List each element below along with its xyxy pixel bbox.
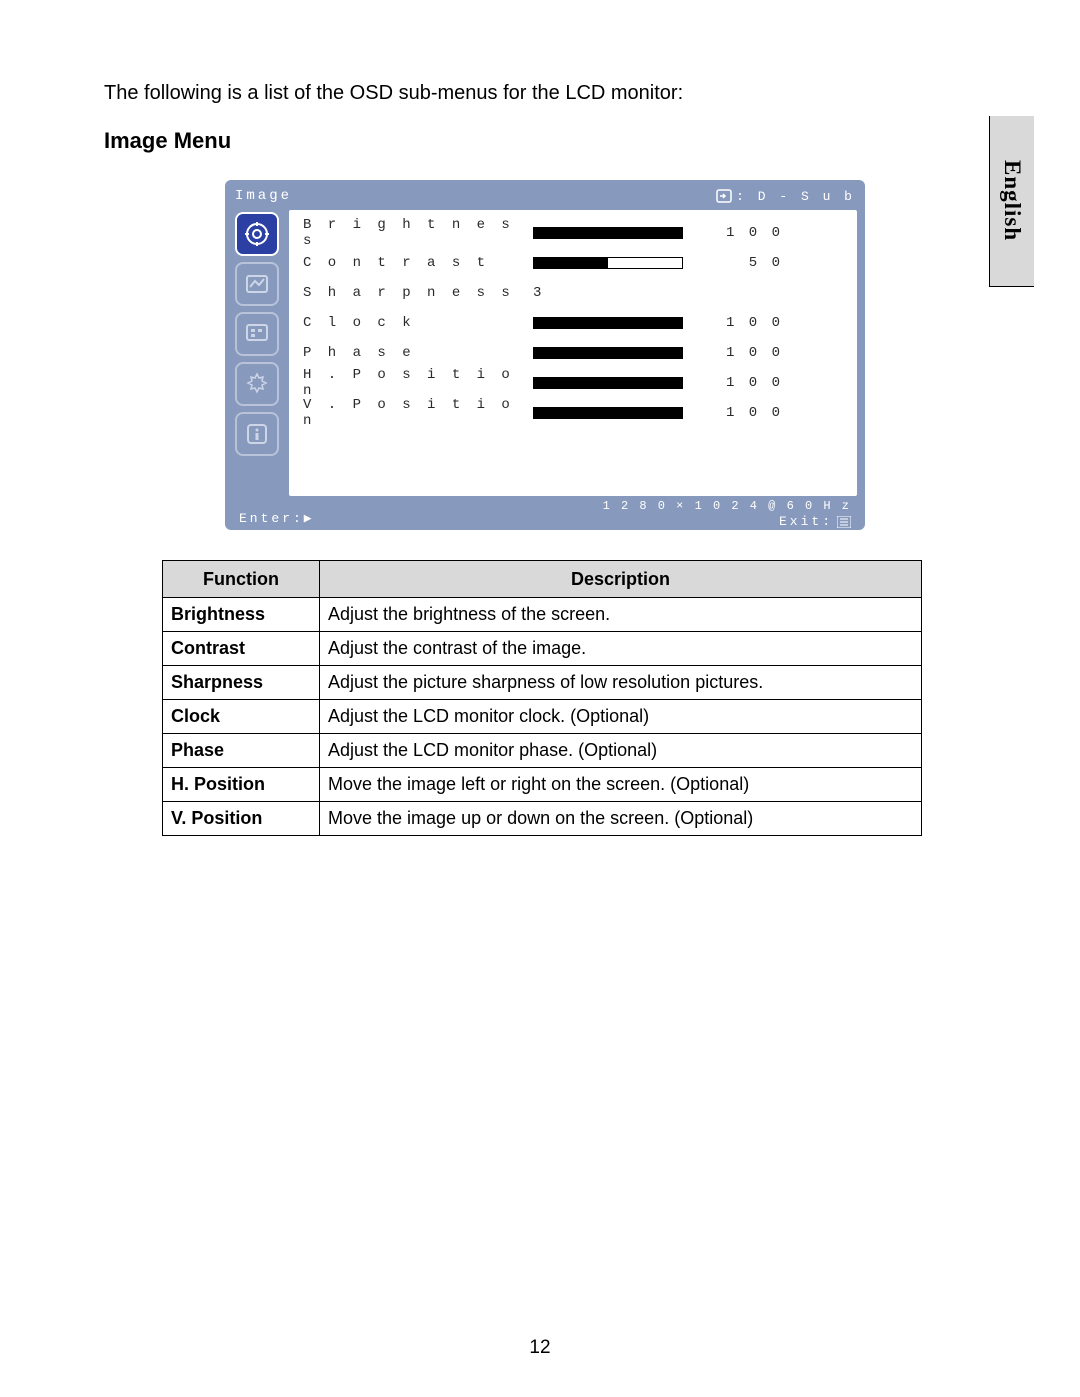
- osd-row: C o n t r a s t 5 0: [303, 248, 843, 278]
- osd-bar: [533, 377, 723, 389]
- osd-input-label: : D - S u b: [736, 189, 855, 204]
- intro-text: The following is a list of the OSD sub-m…: [104, 82, 683, 105]
- osd-row-label: B r i g h t n e s s: [303, 217, 533, 249]
- header-description: Description: [320, 561, 922, 598]
- cell-function: Brightness: [163, 598, 320, 632]
- osd-bar: [533, 317, 723, 329]
- osd-title: Image: [235, 188, 292, 204]
- header-function: Function: [163, 561, 320, 598]
- cell-function: Sharpness: [163, 666, 320, 700]
- table-row: PhaseAdjust the LCD monitor phase. (Opti…: [163, 734, 922, 768]
- color-icon: [235, 262, 279, 306]
- section-heading: Image Menu: [104, 128, 231, 154]
- cell-function: Contrast: [163, 632, 320, 666]
- osd-footer: 1 2 8 0 × 1 0 2 4 @ 6 0 H z Enter:▶ Exit…: [225, 498, 865, 530]
- osd-row-label: V . P o s i t i o n: [303, 397, 533, 429]
- osd-panel: B r i g h t n e s s 1 0 0 C o n t r a s t 5…: [289, 210, 857, 496]
- osd-row: V . P o s i t i o n 1 0 0: [303, 398, 843, 428]
- osd-bar: [533, 347, 723, 359]
- osd-row-label: P h a s e: [303, 345, 533, 361]
- image-icon: [235, 212, 279, 256]
- osd-titlebar: Image : D - S u b: [225, 180, 865, 208]
- osd-row-value: 1 0 0: [723, 375, 783, 391]
- cell-description: Move the image up or down on the screen.…: [320, 802, 922, 836]
- osd-resolution: 1 2 8 0 × 1 0 2 4 @ 6 0 H z: [603, 499, 851, 513]
- osd-exit-label: Exit:: [779, 514, 833, 529]
- cell-description: Adjust the brightness of the screen.: [320, 598, 922, 632]
- table-header-row: Function Description: [163, 561, 922, 598]
- cell-function: Phase: [163, 734, 320, 768]
- cell-description: Adjust the LCD monitor clock. (Optional): [320, 700, 922, 734]
- osd-row: C l o c k 1 0 0: [303, 308, 843, 338]
- osd-exit-hint: Exit:: [779, 514, 851, 529]
- osd-row-value: 1 0 0: [723, 345, 783, 361]
- table-row: V. PositionMove the image up or down on …: [163, 802, 922, 836]
- osd-enter-hint: Enter:▶: [239, 511, 315, 526]
- settings-icon: [235, 362, 279, 406]
- osd-sidebar: [225, 208, 289, 498]
- display-icon: [235, 312, 279, 356]
- osd-row: S h a r p n e s s3: [303, 278, 843, 308]
- language-label: English: [999, 160, 1025, 241]
- cell-description: Adjust the picture sharpness of low reso…: [320, 666, 922, 700]
- osd-bar: [533, 227, 723, 239]
- language-tab: English: [989, 116, 1034, 287]
- table-row: ClockAdjust the LCD monitor clock. (Opti…: [163, 700, 922, 734]
- osd-row: B r i g h t n e s s 1 0 0: [303, 218, 843, 248]
- menu-icon: [837, 516, 851, 528]
- table-row: H. PositionMove the image left or right …: [163, 768, 922, 802]
- osd-row-value: 1 0 0: [723, 405, 783, 421]
- input-icon: [716, 189, 732, 203]
- osd-row: H . P o s i t i o n 1 0 0: [303, 368, 843, 398]
- cell-description: Move the image left or right on the scre…: [320, 768, 922, 802]
- osd-bar: [533, 407, 723, 419]
- osd-row: P h a s e 1 0 0: [303, 338, 843, 368]
- osd-row-value: 1 0 0: [723, 225, 783, 241]
- osd-row-value: 1 0 0: [723, 315, 783, 331]
- table-row: BrightnessAdjust the brightness of the s…: [163, 598, 922, 632]
- osd-row-label: S h a r p n e s s: [303, 285, 533, 301]
- cell-function: Clock: [163, 700, 320, 734]
- cell-function: H. Position: [163, 768, 320, 802]
- osd-row-value: 3: [533, 285, 544, 301]
- osd-input-indicator: : D - S u b: [716, 189, 855, 204]
- info-icon: [235, 412, 279, 456]
- cell-description: Adjust the contrast of the image.: [320, 632, 922, 666]
- osd-bar: [533, 257, 723, 269]
- table-row: ContrastAdjust the contrast of the image…: [163, 632, 922, 666]
- osd-body: B r i g h t n e s s 1 0 0 C o n t r a s t 5…: [225, 208, 865, 498]
- osd-row-label: C o n t r a s t: [303, 255, 533, 271]
- osd-row-label: H . P o s i t i o n: [303, 367, 533, 399]
- cell-description: Adjust the LCD monitor phase. (Optional): [320, 734, 922, 768]
- table-row: SharpnessAdjust the picture sharpness of…: [163, 666, 922, 700]
- page-number: 12: [0, 1337, 1080, 1359]
- function-table: Function Description BrightnessAdjust th…: [162, 560, 922, 836]
- osd-screenshot: Image : D - S u b B r i g h t n e s s 1 0…: [225, 180, 865, 530]
- osd-row-value: 5 0: [723, 255, 783, 271]
- cell-function: V. Position: [163, 802, 320, 836]
- osd-row-label: C l o c k: [303, 315, 533, 331]
